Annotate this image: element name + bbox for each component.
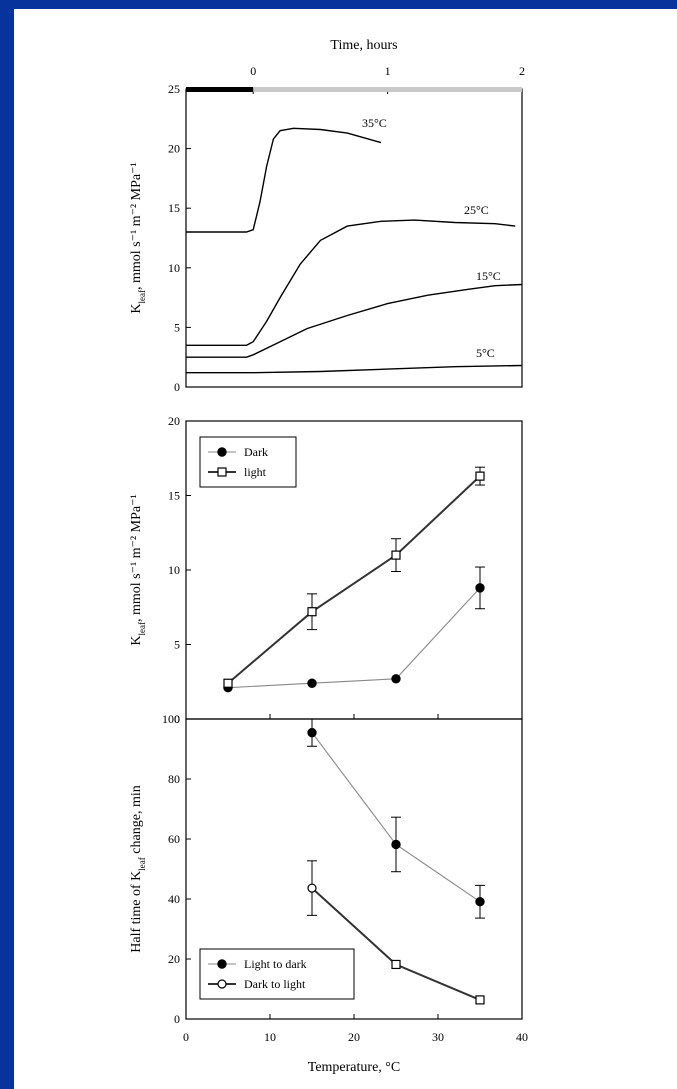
- legend-label-dark: Dark: [244, 445, 268, 459]
- point-light-to-dark: [475, 897, 485, 907]
- curve-5C: [186, 364, 523, 374]
- top-ytick-label: 5: [174, 320, 180, 334]
- curve-15C: [186, 283, 523, 358]
- bottom-ytick-label: 60: [168, 832, 180, 846]
- legend-label-light: light: [244, 465, 267, 479]
- legend-marker-dark: [217, 447, 227, 457]
- series-line-dark: [227, 587, 481, 689]
- bottom-ytick-label: 100: [162, 712, 180, 726]
- legend-label-dark-to-light: Dark to light: [244, 977, 306, 991]
- bottom-xtick-label: 30: [432, 1030, 444, 1044]
- top-ytick-label: 20: [168, 142, 180, 156]
- bottom-ylabel: Half time of Kleaf change, min: [129, 785, 147, 952]
- curve-25C: [186, 219, 516, 346]
- point-light: [391, 550, 401, 560]
- point-dark: [391, 674, 401, 684]
- top-xtick-label: 0: [250, 64, 256, 78]
- bottom-xtick-label: 20: [348, 1030, 360, 1044]
- middle-ytick-label: 20: [168, 414, 180, 428]
- legend-marker-light: [217, 467, 227, 477]
- top-xtick-label: 1: [385, 64, 391, 78]
- curve-label-5C: 5°C: [476, 346, 495, 360]
- bottom-ytick-label: 40: [168, 892, 180, 906]
- point-light-to-dark: [391, 839, 401, 850]
- top-xtick-label: 2: [519, 64, 525, 78]
- bottom-xtick-label: 10: [264, 1030, 276, 1044]
- top-ytick-label: 0: [174, 380, 180, 394]
- point-light: [475, 471, 485, 481]
- bottom-xlabel: Temperature, °C: [308, 1060, 400, 1075]
- point-light-to-dark: [307, 727, 317, 738]
- legend-marker-light-to-dark: [217, 959, 227, 969]
- bottom-ytick-label: 80: [168, 772, 180, 786]
- curve-label-25C: 25°C: [464, 203, 489, 217]
- middle-legend-box: [199, 436, 297, 488]
- point-dark: [475, 583, 485, 593]
- top-ytick-label: 15: [168, 201, 180, 215]
- bottom-legend-box: [199, 948, 355, 1000]
- bottom-xtick-label: 0: [183, 1030, 189, 1044]
- legend-label-light-to-dark: Light to dark: [244, 957, 307, 971]
- point-dark-to-light: [391, 959, 401, 970]
- series-line-light: [227, 475, 481, 684]
- curve-label-35C: 35°C: [362, 116, 387, 130]
- top-xlabel: Time, hours: [330, 38, 397, 53]
- top-ytick-label: 10: [168, 261, 180, 275]
- middle-ytick-label: 10: [168, 563, 180, 577]
- bottom-ytick-label: 20: [168, 952, 180, 966]
- light-period-bar: [253, 87, 522, 92]
- point-dark: [307, 678, 317, 688]
- top-ylabel: Kleaf, mmol s⁻¹ m⁻² MPa⁻¹: [129, 162, 147, 313]
- dark-period-bar: [186, 87, 254, 92]
- middle-ytick-label: 15: [168, 489, 180, 503]
- figure-panel: Time, hours 0 1 2 0 5 10 15 20 25 Kleaf, mmol s⁻¹ …: [14, 9, 677, 1089]
- legend-marker-dark-to-light: [217, 979, 227, 989]
- top-ytick-label: 25: [168, 82, 180, 96]
- point-dark-to-light: [475, 995, 485, 1005]
- top-plot-frame: [185, 88, 523, 388]
- middle-ylabel: Kleaf, mmol s⁻¹ m⁻² MPa⁻¹: [129, 494, 147, 645]
- middle-ytick-label: 0: [174, 712, 180, 726]
- middle-chart-kleaf-vs-temperature: 0 5 10 15 20 Kleaf, mmol s⁻¹ m⁻² MPa⁻¹ Dark lig…: [129, 414, 523, 726]
- point-light: [223, 678, 233, 688]
- middle-ytick-label: 5: [174, 638, 180, 652]
- bottom-chart-halftime-vs-temperature: 0 10 20 30 40 0 20 40 60 80 100 Temperature, °C Half…: [129, 712, 528, 1075]
- point-dark-to-light: [307, 883, 317, 893]
- curve-label-15C: 15°C: [476, 269, 501, 283]
- bottom-xtick-label: 40: [516, 1030, 528, 1044]
- bottom-ytick-label: 0: [174, 1012, 180, 1026]
- curve-35C: [186, 127, 382, 233]
- point-light: [307, 607, 317, 617]
